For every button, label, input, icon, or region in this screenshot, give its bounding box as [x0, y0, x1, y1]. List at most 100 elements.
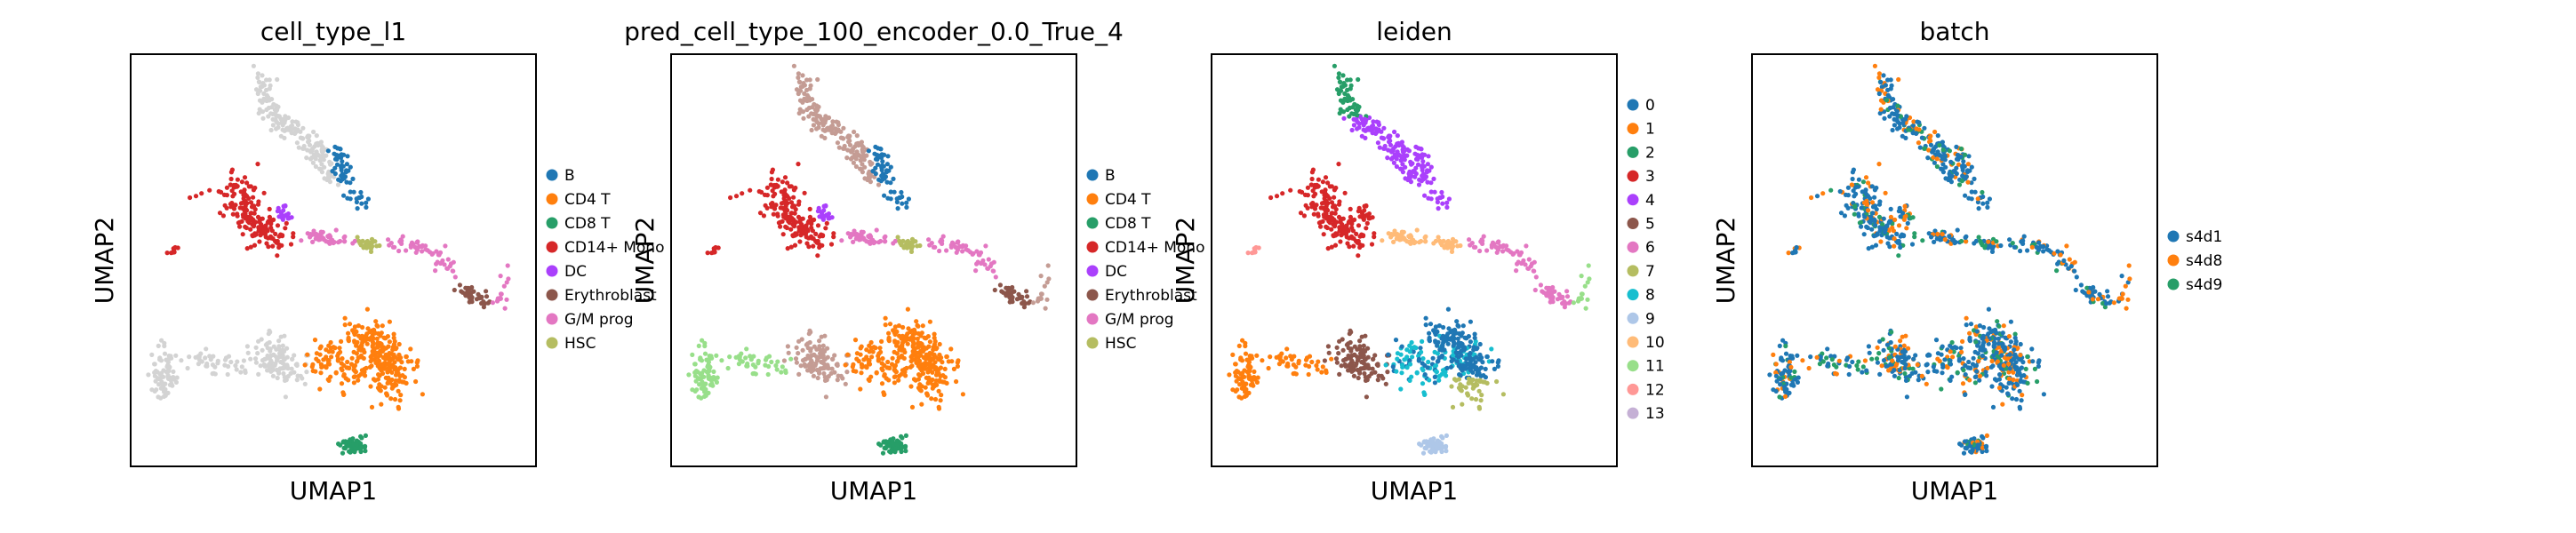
panel-title: pred_cell_type_100_encoder_0.0_True_4 — [624, 17, 1124, 46]
data-point — [1460, 344, 1465, 349]
data-point — [445, 257, 451, 262]
data-point — [179, 358, 184, 363]
data-point — [944, 380, 949, 386]
data-point — [1881, 73, 1886, 78]
data-point — [719, 358, 724, 363]
data-point — [504, 297, 509, 302]
data-point — [1912, 235, 1917, 240]
data-point — [903, 373, 908, 378]
data-point — [1481, 234, 1486, 239]
data-point — [1468, 339, 1473, 345]
data-point — [2084, 285, 2090, 290]
data-point — [1972, 176, 1977, 181]
data-point — [1792, 369, 1797, 374]
data-point — [1406, 171, 1412, 177]
data-point — [314, 133, 319, 139]
data-point — [826, 366, 831, 371]
data-point — [1009, 297, 1014, 302]
data-point — [875, 162, 881, 167]
data-point — [274, 358, 280, 363]
data-point — [2036, 358, 2042, 363]
data-point — [1996, 345, 2002, 350]
data-point — [313, 163, 318, 170]
data-point — [779, 189, 784, 195]
data-point — [1351, 368, 1356, 373]
data-point — [830, 119, 836, 124]
data-point — [1958, 346, 1964, 351]
data-point — [266, 114, 271, 119]
data-point — [223, 355, 229, 361]
data-point — [936, 404, 941, 410]
data-point — [1359, 354, 1364, 360]
data-point — [260, 115, 266, 121]
data-point — [451, 268, 456, 274]
data-point — [358, 449, 364, 455]
data-point — [1334, 87, 1340, 92]
data-point — [242, 175, 248, 180]
legend-label: 6 — [1645, 239, 1655, 257]
data-point — [1433, 339, 1438, 345]
data-point — [780, 232, 786, 237]
data-point — [313, 369, 318, 374]
data-point — [1456, 386, 1462, 391]
data-point — [1243, 351, 1249, 356]
data-point — [483, 301, 488, 306]
data-point — [1861, 232, 1867, 237]
data-point — [1361, 217, 1366, 222]
data-point — [1825, 346, 1830, 352]
data-point — [1381, 125, 1387, 131]
data-point — [1900, 354, 1905, 360]
data-point — [2018, 341, 2023, 347]
data-point — [329, 237, 334, 243]
data-point — [302, 362, 308, 368]
data-point — [284, 220, 289, 226]
data-point — [793, 356, 799, 362]
data-point — [725, 365, 731, 371]
data-point — [346, 330, 351, 336]
data-point — [1255, 375, 1260, 380]
data-point — [381, 335, 387, 340]
data-point — [887, 322, 893, 327]
data-point — [844, 370, 850, 375]
data-point — [986, 257, 991, 262]
data-point — [319, 170, 324, 175]
data-point — [341, 176, 347, 181]
data-point — [1940, 370, 1945, 376]
data-point — [1883, 227, 1888, 233]
data-point — [286, 215, 292, 220]
data-point — [1862, 358, 1868, 363]
data-point — [706, 360, 712, 365]
data-point — [853, 156, 859, 162]
data-point — [1919, 135, 1924, 140]
data-point — [1955, 227, 1960, 233]
data-point — [1420, 338, 1425, 344]
data-point — [404, 380, 409, 386]
data-point — [806, 105, 812, 111]
data-point — [1951, 349, 1956, 354]
data-point — [838, 135, 844, 140]
data-point — [1309, 182, 1315, 187]
data-point — [1961, 356, 1966, 362]
data-point — [924, 392, 930, 397]
data-point — [1398, 166, 1404, 171]
data-point — [1233, 370, 1238, 375]
legend-marker — [1086, 313, 1099, 325]
data-point — [932, 331, 937, 337]
data-point — [708, 382, 714, 387]
data-point — [2004, 356, 2011, 362]
data-point — [1439, 449, 1444, 455]
data-point — [764, 193, 771, 198]
data-point — [322, 164, 327, 170]
data-point — [2074, 274, 2079, 280]
data-point — [938, 398, 943, 403]
data-point — [1850, 359, 1855, 365]
data-point — [433, 268, 438, 274]
data-point — [1881, 347, 1886, 353]
data-point — [333, 370, 339, 375]
data-point — [1406, 176, 1412, 181]
data-point — [1367, 215, 1373, 220]
data-point — [915, 341, 921, 346]
data-point — [344, 179, 349, 185]
data-point — [1974, 369, 1980, 374]
data-point — [988, 264, 993, 269]
